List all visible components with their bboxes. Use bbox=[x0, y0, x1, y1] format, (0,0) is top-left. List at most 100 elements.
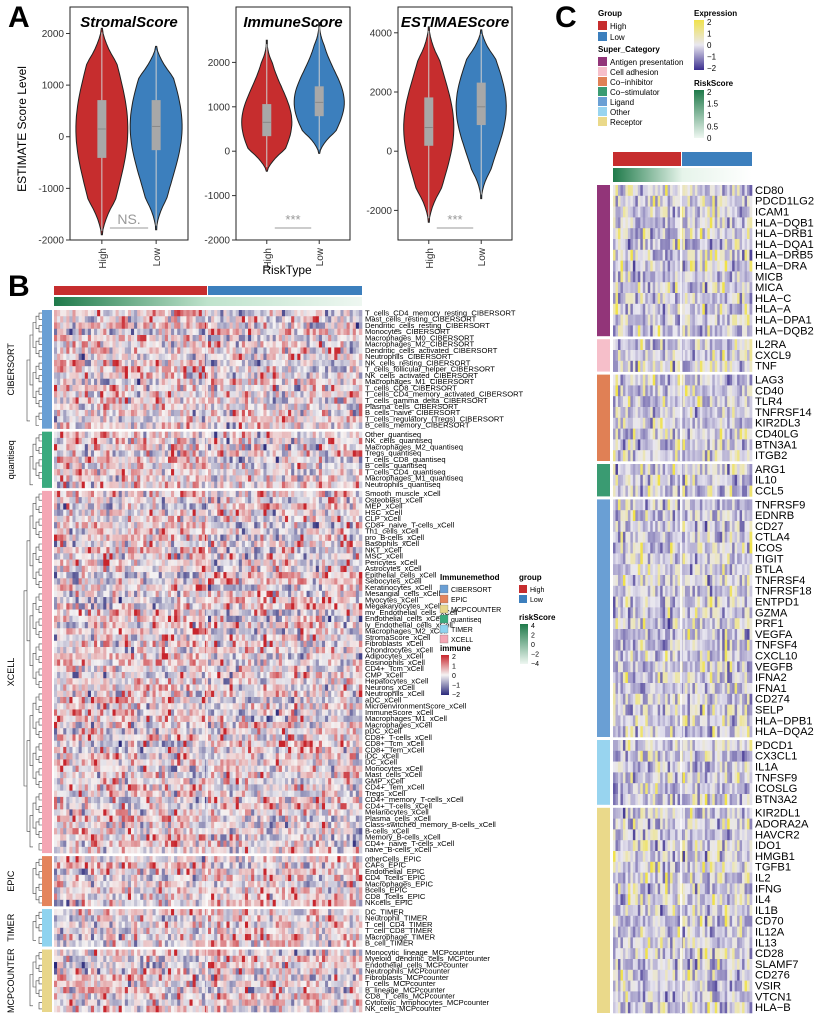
heat-cell bbox=[349, 310, 354, 317]
heat-cell bbox=[306, 316, 310, 323]
heat-cell bbox=[90, 559, 95, 567]
heat-cell bbox=[112, 490, 116, 498]
heat-cell bbox=[161, 540, 166, 548]
heat-cell bbox=[318, 328, 323, 336]
heat-cell bbox=[75, 403, 79, 411]
heat-cell bbox=[167, 409, 172, 417]
heat-cell bbox=[300, 469, 304, 476]
heat-cell bbox=[241, 462, 246, 470]
heat-cell bbox=[288, 397, 292, 404]
heat-cell bbox=[180, 384, 184, 392]
heat-cell bbox=[192, 565, 196, 573]
heat-cell bbox=[352, 515, 357, 523]
heat-cell bbox=[186, 322, 190, 330]
heat-cell bbox=[285, 578, 289, 585]
heat-cell bbox=[146, 462, 150, 470]
heat-cell bbox=[131, 509, 135, 517]
heat-cell bbox=[248, 450, 252, 457]
heat-cell bbox=[285, 431, 289, 439]
heat-cell bbox=[229, 540, 233, 548]
heat-cell bbox=[297, 528, 301, 535]
heat-cell bbox=[78, 603, 83, 610]
heat-cell bbox=[72, 316, 76, 323]
heat-cell bbox=[124, 609, 129, 617]
heat-cell bbox=[192, 444, 196, 451]
heat-cell bbox=[149, 490, 153, 498]
heat-cell bbox=[94, 475, 98, 482]
heat-cell bbox=[149, 444, 153, 451]
heat-cell bbox=[334, 316, 338, 323]
heat-cell bbox=[235, 391, 240, 398]
heat-cell bbox=[340, 469, 344, 476]
heat-cell bbox=[312, 603, 317, 610]
heat-cell bbox=[180, 322, 184, 330]
heat-cell bbox=[112, 603, 116, 610]
heat-cell bbox=[57, 565, 61, 573]
heat-cell bbox=[260, 444, 264, 451]
heat-cell bbox=[229, 341, 233, 348]
heat-cell bbox=[84, 378, 89, 386]
heat-cell bbox=[81, 397, 86, 404]
row-label: NK_cells_quantiseq bbox=[365, 436, 432, 445]
heat-cell bbox=[266, 515, 270, 523]
heat-cell bbox=[306, 469, 310, 476]
heat-cell bbox=[214, 353, 218, 361]
heat-cell bbox=[134, 353, 138, 361]
heat-cell bbox=[75, 540, 79, 548]
heat-cell bbox=[195, 334, 200, 342]
heat-cell bbox=[149, 409, 153, 417]
heat-cell bbox=[198, 359, 203, 367]
heat-cell bbox=[177, 534, 181, 542]
heat-cell bbox=[90, 597, 95, 604]
heat-cell bbox=[328, 416, 332, 423]
heat-cell bbox=[121, 437, 126, 445]
heat-cell bbox=[87, 497, 92, 504]
heat-cell bbox=[81, 316, 86, 323]
heat-cell bbox=[232, 334, 237, 342]
heat-cell bbox=[72, 310, 76, 317]
heat-cell bbox=[309, 378, 314, 386]
heat-cell bbox=[217, 528, 221, 535]
heat-cell bbox=[220, 450, 224, 457]
heat-cell bbox=[214, 416, 218, 423]
heat-cell bbox=[223, 328, 227, 336]
heat-cell bbox=[315, 547, 320, 554]
heat-cell bbox=[198, 372, 203, 379]
heat-cell bbox=[186, 481, 190, 489]
heat-cell bbox=[257, 456, 261, 464]
heat-cell bbox=[208, 403, 212, 411]
heat-cell bbox=[97, 316, 101, 323]
heat-cell bbox=[331, 310, 335, 317]
heat-cell bbox=[281, 359, 286, 367]
heat-cell bbox=[112, 366, 116, 373]
heat-cell bbox=[294, 347, 298, 355]
heat-cell bbox=[331, 322, 335, 330]
heat-cell bbox=[238, 559, 243, 567]
heat-cell bbox=[177, 572, 181, 579]
heat-cell bbox=[248, 353, 252, 361]
panel-b-immune-heatmap: BT_cells_CD4_memory_resting_CIBERSORTMas… bbox=[6, 270, 556, 1013]
heat-cell bbox=[214, 456, 218, 464]
heat-cell bbox=[303, 334, 307, 342]
heat-cell bbox=[331, 559, 335, 567]
heat-cell bbox=[97, 359, 101, 367]
heat-cell bbox=[340, 450, 344, 457]
heat-cell bbox=[54, 547, 58, 554]
heat-cell bbox=[174, 366, 178, 373]
heat-cell bbox=[331, 416, 335, 423]
heat-cell bbox=[137, 584, 141, 592]
heat-cell bbox=[211, 547, 215, 554]
heat-cell bbox=[124, 391, 129, 398]
heat-cell bbox=[257, 475, 261, 482]
row-label: Other_quantiseq bbox=[365, 430, 421, 439]
heat-cell bbox=[94, 481, 98, 489]
heat-cell bbox=[291, 359, 295, 367]
heat-cell bbox=[81, 590, 86, 598]
heat-cell bbox=[198, 475, 203, 482]
heat-cell bbox=[254, 347, 258, 355]
heat-cell bbox=[174, 403, 178, 411]
heat-cell bbox=[81, 416, 86, 423]
heat-cell bbox=[232, 597, 237, 604]
heat-cell bbox=[294, 422, 298, 429]
